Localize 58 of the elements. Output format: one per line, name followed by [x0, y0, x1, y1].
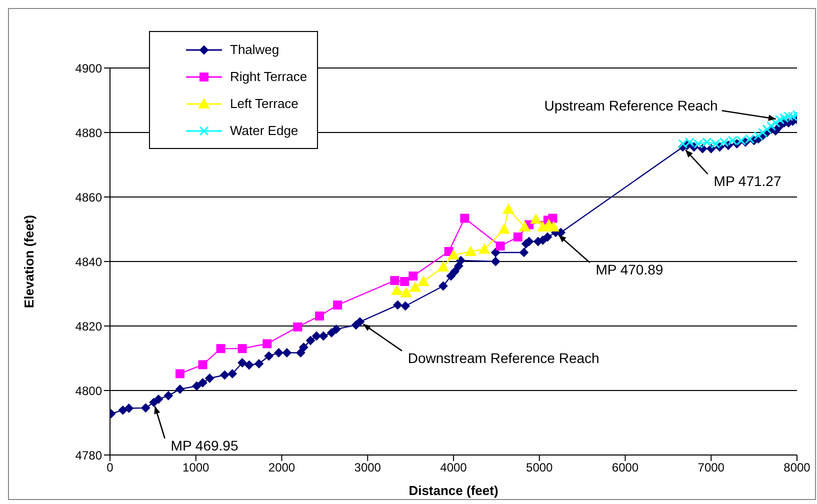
point — [460, 214, 470, 223]
annotation: Downstream Reference Reach — [408, 350, 600, 366]
x-tick-label: 8000 — [784, 460, 811, 475]
annotation: MP 471.27 — [714, 173, 782, 190]
point — [333, 300, 342, 310]
point — [513, 232, 522, 242]
annotation: MP 470.89 — [596, 261, 664, 278]
point — [198, 360, 208, 370]
point — [766, 121, 776, 131]
point — [496, 242, 505, 251]
y-tick-label: 4840 — [75, 254, 102, 269]
x-tick-label: 6000 — [612, 460, 639, 475]
x-tick-label: 1000 — [182, 460, 210, 475]
point — [762, 124, 772, 134]
point — [408, 272, 418, 281]
x-tick-label: 7000 — [698, 460, 725, 475]
point — [315, 312, 324, 321]
point — [400, 276, 410, 286]
y-tick-label: 4800 — [75, 384, 102, 398]
point — [216, 344, 226, 354]
point — [465, 246, 476, 256]
x-tick-label: 4000 — [440, 460, 468, 475]
point — [519, 221, 530, 232]
point — [478, 244, 490, 254]
y-tick-label: 4900 — [75, 61, 102, 76]
legend-label: Thalweg — [230, 42, 280, 57]
point — [391, 285, 402, 296]
x-tick-label: 0 — [106, 460, 114, 475]
legend-label: Water Edge — [230, 123, 298, 138]
point — [498, 224, 510, 234]
point — [390, 276, 400, 286]
point — [448, 250, 459, 260]
point — [410, 282, 421, 292]
annotation: Upstream Reference Reach — [544, 98, 718, 114]
point — [175, 369, 184, 378]
y-tick-label: 4820 — [75, 319, 102, 334]
y-tick-label: 4860 — [75, 190, 102, 204]
x-tick-label: 3000 — [354, 460, 382, 475]
x-tick-label: 2000 — [268, 460, 296, 475]
y-axis-title: Elevation (feet) — [22, 214, 37, 308]
point — [530, 214, 542, 224]
legend-label: Right Terrace — [230, 69, 308, 84]
point — [438, 261, 449, 272]
point — [262, 339, 272, 348]
y-tick-label: 4880 — [75, 126, 102, 140]
annotation: MP 469.95 — [170, 437, 238, 454]
point — [293, 322, 302, 332]
x-axis-title: Distance (feet) — [408, 483, 498, 498]
point — [238, 344, 247, 354]
legend-label: Left Terrace — [230, 96, 298, 111]
point — [502, 204, 514, 214]
point — [400, 287, 412, 298]
point — [758, 128, 768, 138]
y-tick-label: 4780 — [75, 448, 102, 462]
point — [418, 276, 429, 286]
point — [548, 221, 560, 232]
x-tick-label: 5000 — [526, 460, 554, 475]
point — [770, 118, 780, 128]
